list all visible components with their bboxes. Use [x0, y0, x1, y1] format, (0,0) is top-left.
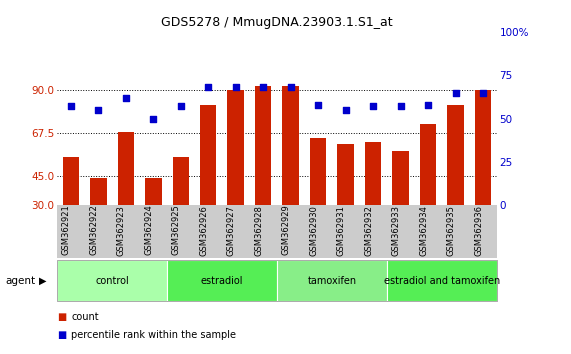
Point [451, 90, 460, 96]
Point [368, 104, 377, 109]
Text: GDS5278 / MmugDNA.23903.1.S1_at: GDS5278 / MmugDNA.23903.1.S1_at [161, 16, 393, 29]
Text: GSM362930: GSM362930 [309, 205, 318, 256]
Bar [118, 132, 134, 205]
Text: estradiol and tamoxifen: estradiol and tamoxifen [384, 275, 500, 286]
Text: tamoxifen: tamoxifen [307, 275, 356, 286]
Bar [63, 157, 79, 205]
Bar [145, 178, 162, 205]
Point [424, 102, 433, 108]
Text: GSM362931: GSM362931 [337, 205, 345, 256]
Text: GSM362924: GSM362924 [144, 205, 153, 256]
Text: GSM362935: GSM362935 [447, 205, 456, 256]
Bar [365, 142, 381, 205]
Text: GSM362926: GSM362926 [199, 205, 208, 256]
Text: GSM362925: GSM362925 [172, 205, 181, 256]
Bar [172, 157, 189, 205]
Bar [310, 138, 327, 205]
Point [66, 104, 75, 109]
Text: percentile rank within the sample: percentile rank within the sample [71, 330, 236, 340]
Point [121, 95, 130, 101]
Text: GSM362929: GSM362929 [282, 205, 291, 256]
Point [259, 85, 268, 90]
Text: agent: agent [6, 275, 36, 286]
Bar [337, 144, 354, 205]
Bar [200, 105, 216, 205]
Text: GSM362933: GSM362933 [392, 205, 401, 256]
Bar [420, 124, 436, 205]
Text: GSM362923: GSM362923 [117, 205, 126, 256]
Bar [447, 105, 464, 205]
Point [94, 107, 103, 113]
Bar [283, 86, 299, 205]
Bar [255, 86, 271, 205]
Text: GSM362932: GSM362932 [364, 205, 373, 256]
Text: ■: ■ [57, 312, 66, 322]
Text: count: count [71, 312, 99, 322]
Point [396, 104, 405, 109]
Bar [90, 178, 107, 205]
Text: ▶: ▶ [39, 275, 47, 286]
Point [341, 107, 350, 113]
Text: GSM362922: GSM362922 [89, 205, 98, 256]
Text: GSM362927: GSM362927 [227, 205, 236, 256]
Point [478, 90, 488, 96]
Bar [475, 90, 491, 205]
Point [176, 104, 186, 109]
Bar [227, 90, 244, 205]
Point [231, 85, 240, 90]
Text: GSM362921: GSM362921 [62, 205, 71, 256]
Text: GSM362928: GSM362928 [254, 205, 263, 256]
Text: ■: ■ [57, 330, 66, 340]
Point [148, 116, 158, 121]
Bar [392, 152, 409, 205]
Text: control: control [95, 275, 129, 286]
Text: estradiol: estradiol [201, 275, 243, 286]
Point [313, 102, 323, 108]
Point [204, 85, 213, 90]
Point [286, 85, 295, 90]
Text: GSM362934: GSM362934 [419, 205, 428, 256]
Text: GSM362936: GSM362936 [474, 205, 483, 256]
